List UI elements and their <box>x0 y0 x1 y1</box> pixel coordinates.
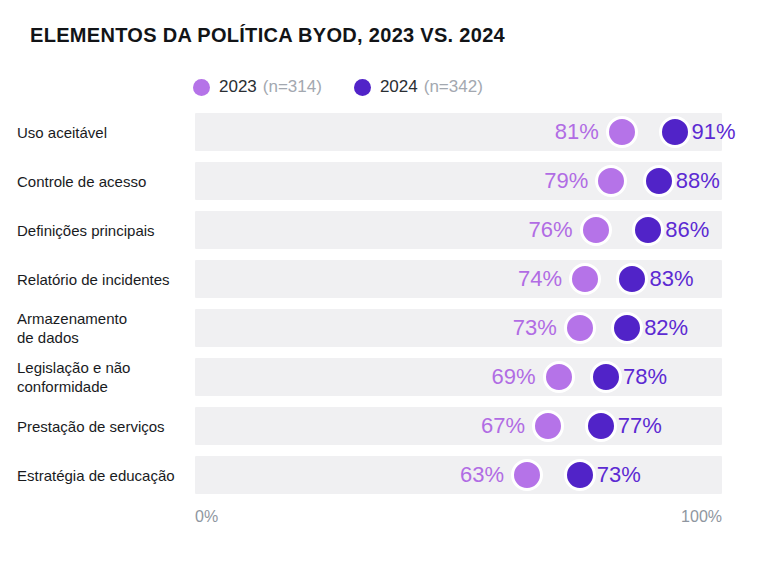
dot-2023 <box>511 459 543 491</box>
dot-2023 <box>606 116 638 148</box>
dot-2024 <box>585 410 617 442</box>
row-track: 81%91% <box>195 113 722 151</box>
dot-2023 <box>543 361 575 393</box>
dot-2024 <box>632 214 664 246</box>
category-label: Prestação de serviços <box>0 417 195 436</box>
dot-2024 <box>616 263 648 295</box>
dot-2023 <box>569 263 601 295</box>
dot-2023 <box>580 214 612 246</box>
x-axis: 0% 100% <box>195 507 722 527</box>
chart-row: Prestação de serviços 67% 77% <box>0 407 762 445</box>
legend-sample-size-2024: (n=342) <box>424 77 483 97</box>
dot-2024 <box>564 459 596 491</box>
dot-2024 <box>590 361 622 393</box>
chart-row: Relatório de incidentes 74% 83% <box>0 260 762 298</box>
dot-2024 <box>659 116 691 148</box>
chart-row: Definições principais 76% 86% <box>0 211 762 249</box>
value-label-2024: 88% <box>676 168 720 194</box>
chart-row: Estratégia de educação 63% 73% <box>0 456 762 494</box>
legend-label-2023: 2023 <box>219 77 257 97</box>
row-track: 67% 77% <box>195 407 722 445</box>
value-label-2024: 77% <box>618 413 662 439</box>
row-track: 73% 82% <box>195 309 722 347</box>
value-label-2023: 74% <box>518 266 562 292</box>
legend-item-2024: 2024 (n=342) <box>354 77 483 97</box>
chart-rows: Uso aceitável81%91%Controle de acesso79%… <box>0 113 762 494</box>
value-label-2023: 79% <box>544 168 588 194</box>
category-label: Armazenamentode dados <box>0 309 195 347</box>
dot-2023 <box>532 410 564 442</box>
value-label-2023: 69% <box>492 364 536 390</box>
byod-policy-chart: ELEMENTOS DA POLÍTICA BYOD, 2023 VS. 202… <box>0 0 762 569</box>
dot-2024 <box>611 312 643 344</box>
dot-2023 <box>564 312 596 344</box>
legend-dot-2024-icon <box>354 79 371 96</box>
value-label-2024: 83% <box>649 266 693 292</box>
row-track: 79% 88% <box>195 162 722 200</box>
value-label-2023: 76% <box>528 217 572 243</box>
category-label: Definições principais <box>0 221 195 240</box>
x-axis-min-label: 0% <box>195 507 218 527</box>
chart-row: Uso aceitável81%91% <box>0 113 762 151</box>
row-track: 74% 83% <box>195 260 722 298</box>
legend: 2023 (n=314) 2024 (n=342) <box>193 75 762 99</box>
category-label: Estratégia de educação <box>0 466 195 485</box>
value-label-2024: 91% <box>692 119 736 145</box>
value-label-2024: 73% <box>597 462 641 488</box>
chart-row: Legislação e nãoconformidade 69% 78% <box>0 358 762 396</box>
chart-row: Armazenamentode dados 73% 82% <box>0 309 762 347</box>
value-label-2023: 67% <box>481 413 525 439</box>
legend-dot-2023-icon <box>193 79 210 96</box>
legend-label-2024: 2024 <box>380 77 418 97</box>
chart-row: Controle de acesso 79% 88% <box>0 162 762 200</box>
value-label-2023: 63% <box>460 462 504 488</box>
value-label-2024: 78% <box>623 364 667 390</box>
value-label-2024: 86% <box>665 217 709 243</box>
category-label: Controle de acesso <box>0 172 195 191</box>
row-track: 63% 73% <box>195 456 722 494</box>
value-label-2023: 81% <box>555 119 599 145</box>
legend-item-2023: 2023 (n=314) <box>193 77 322 97</box>
value-label-2023: 73% <box>513 315 557 341</box>
row-track: 76% 86% <box>195 211 722 249</box>
value-label-2024: 82% <box>644 315 688 341</box>
dot-2023 <box>595 165 627 197</box>
category-label: Legislação e nãoconformidade <box>0 358 195 396</box>
category-label: Relatório de incidentes <box>0 270 195 289</box>
dot-2024 <box>643 165 675 197</box>
category-label: Uso aceitável <box>0 123 195 142</box>
legend-sample-size-2023: (n=314) <box>263 77 322 97</box>
row-track: 69% 78% <box>195 358 722 396</box>
chart-title: ELEMENTOS DA POLÍTICA BYOD, 2023 VS. 202… <box>30 22 732 48</box>
x-axis-max-label: 100% <box>681 507 722 527</box>
